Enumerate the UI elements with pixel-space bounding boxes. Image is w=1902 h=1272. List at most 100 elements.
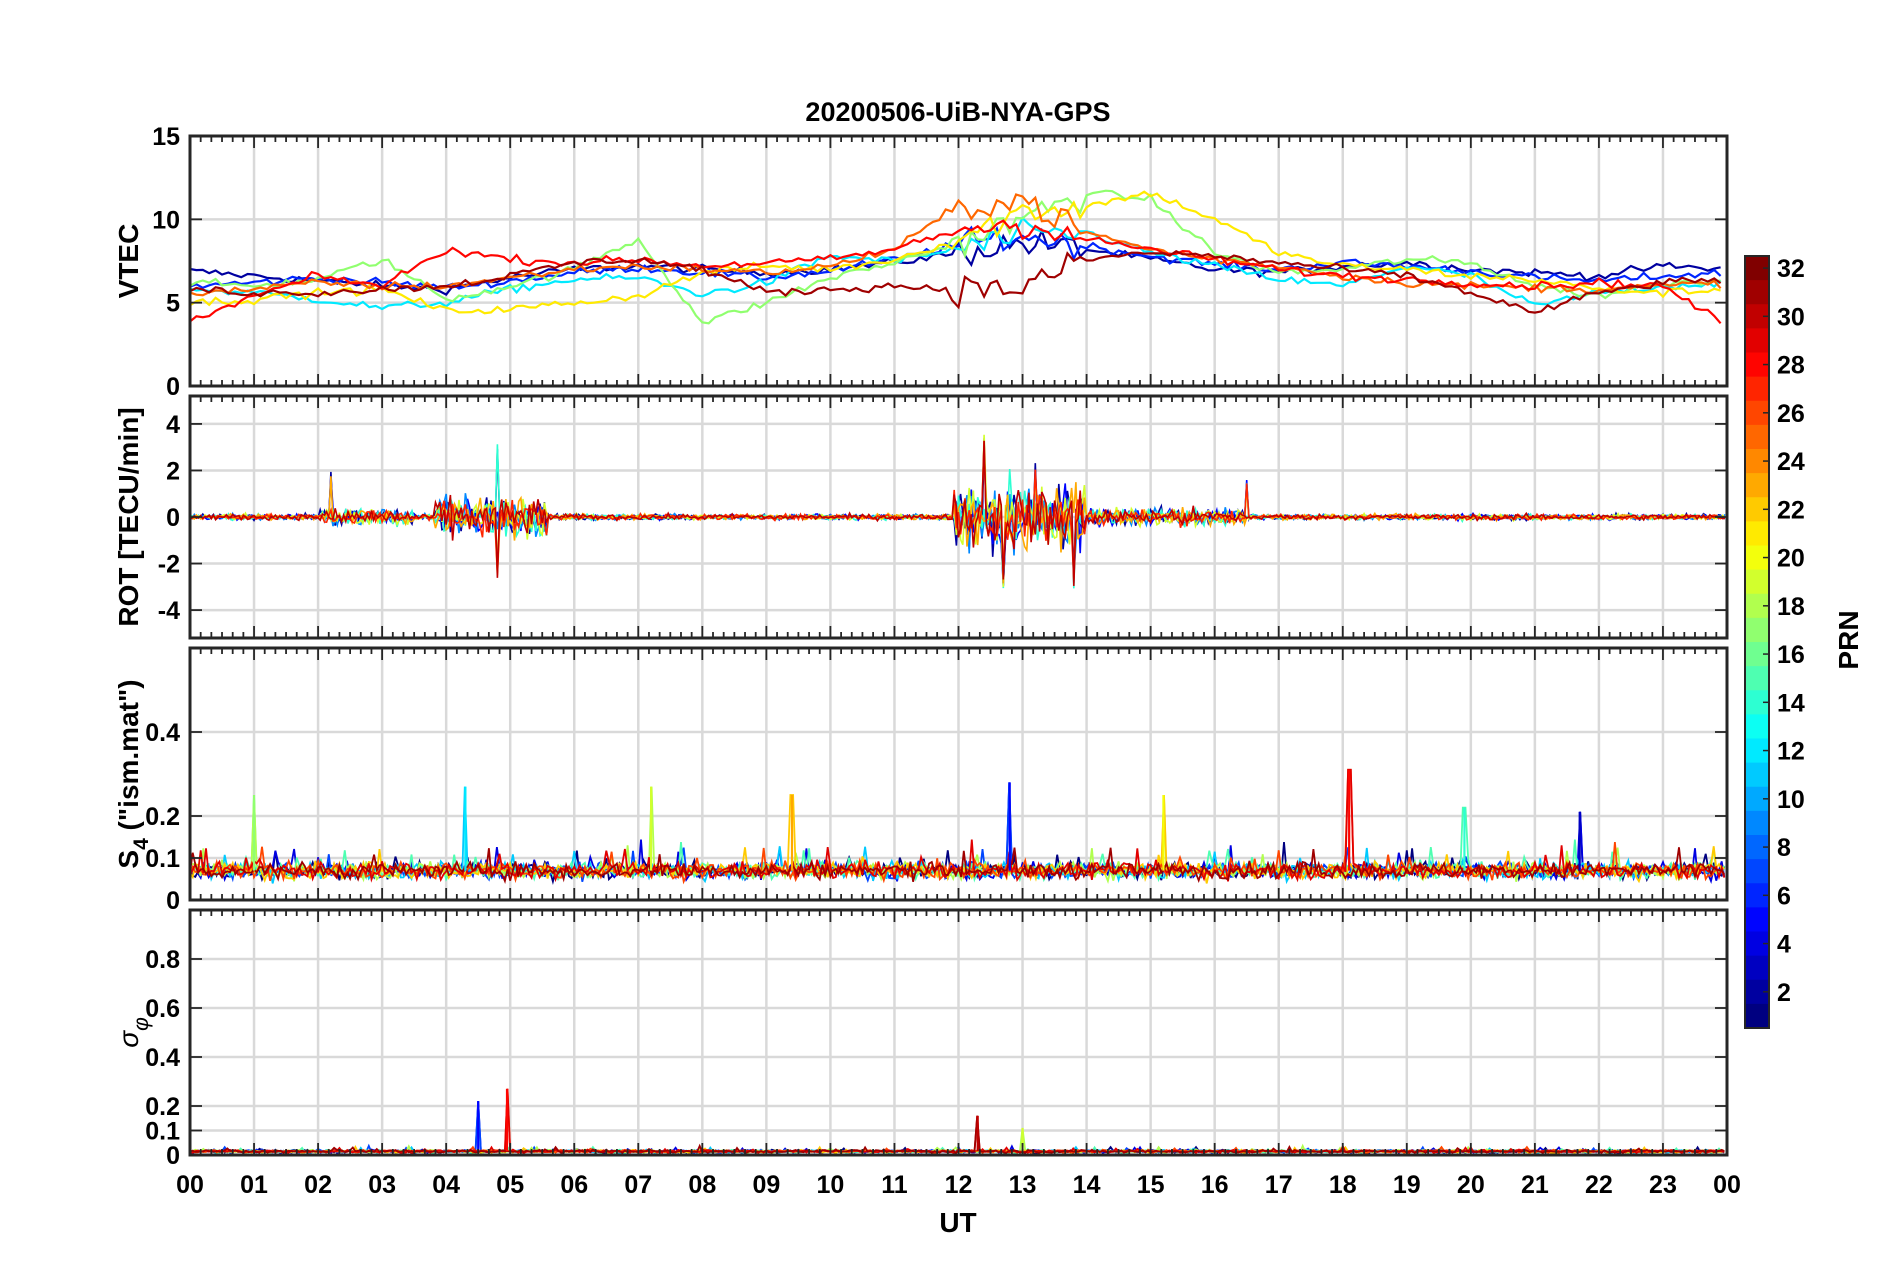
x-tick-label: 02 bbox=[304, 1171, 332, 1199]
vtec-series-prn-17 bbox=[190, 189, 1721, 325]
x-tick-label: 01 bbox=[240, 1171, 268, 1199]
colorbar-tick-label: 30 bbox=[1777, 303, 1805, 331]
y-axis-label-rot: ROT [TECU/min] bbox=[113, 407, 144, 626]
colorbar-tick-label: 2 bbox=[1777, 979, 1791, 1007]
y-tick-label: 2 bbox=[166, 457, 180, 485]
colorbar-tick-label: 20 bbox=[1777, 545, 1805, 573]
colorbar-segment bbox=[1745, 714, 1769, 739]
x-tick-label: 17 bbox=[1265, 1171, 1293, 1199]
colorbar-segment bbox=[1745, 280, 1769, 305]
y-tick-label: 0.1 bbox=[145, 845, 180, 873]
y-tick-label: 5 bbox=[166, 290, 180, 318]
sigma_phi-series-prn-4 bbox=[190, 1101, 1725, 1155]
colorbar-frame bbox=[1744, 255, 1770, 1029]
x-tick-label: 07 bbox=[624, 1171, 652, 1199]
colorbar-segment bbox=[1745, 473, 1769, 498]
colorbar-tick-label: 18 bbox=[1777, 593, 1805, 621]
y-tick-label: -2 bbox=[158, 551, 180, 579]
colorbar-segment bbox=[1745, 1003, 1769, 1029]
x-tick-label: 10 bbox=[817, 1171, 845, 1199]
y-tick-label: 0.4 bbox=[145, 719, 180, 747]
colorbar-segment bbox=[1745, 762, 1769, 788]
x-axis-label: UT bbox=[939, 1207, 976, 1238]
y-tick-label: 0 bbox=[166, 1142, 180, 1170]
colorbar-tick-label: 12 bbox=[1777, 738, 1805, 766]
sigma_phi-series-prn-26 bbox=[190, 1088, 1725, 1155]
vtec-series-prn-25 bbox=[190, 193, 1722, 297]
panel-sigma_phi: 00.10.2 0.4 0.6 0.8 σφ bbox=[113, 908, 1729, 1170]
colorbar-label: PRN bbox=[1833, 610, 1864, 669]
y-axis-label-s4: S4 ("ism.mat") bbox=[113, 679, 153, 868]
x-tick-label: 11 bbox=[881, 1171, 908, 1199]
chart-title: 20200506-UiB-NYA-GPS bbox=[805, 97, 1110, 127]
x-tick-label: 15 bbox=[1137, 1171, 1165, 1199]
colorbar-tick-label: 10 bbox=[1777, 786, 1805, 814]
x-tick-label: 23 bbox=[1649, 1171, 1677, 1199]
x-tick-label: 08 bbox=[688, 1171, 716, 1199]
x-tick-label: 18 bbox=[1329, 1171, 1357, 1199]
s4-series-prn-15 bbox=[190, 794, 1726, 883]
colorbar-tick-label: 28 bbox=[1777, 352, 1805, 380]
y-tick-label: 4 bbox=[166, 411, 180, 439]
x-tick-label: 19 bbox=[1393, 1171, 1421, 1199]
x-tick-label: 05 bbox=[496, 1171, 524, 1199]
x-tick-label: 16 bbox=[1201, 1171, 1229, 1199]
y-tick-label: 0 bbox=[166, 373, 180, 401]
colorbar-tick-label: 4 bbox=[1777, 931, 1791, 959]
x-tick-label: 04 bbox=[432, 1171, 460, 1199]
x-tick-label: 20 bbox=[1457, 1171, 1485, 1199]
y-tick-label: 0 bbox=[166, 504, 180, 532]
x-tick-label: 14 bbox=[1073, 1171, 1101, 1199]
x-tick-label: 21 bbox=[1521, 1171, 1549, 1199]
panel-s4: 0 0.1 0.2 0.4S4 ("ism.mat") bbox=[113, 646, 1729, 915]
y-tick-label: 0.6 bbox=[145, 995, 180, 1023]
vtec-series-prn-31 bbox=[190, 250, 1722, 314]
colorbar-segment bbox=[1745, 859, 1769, 884]
colorbar-segment bbox=[1745, 907, 1769, 932]
colorbar-segment bbox=[1745, 376, 1769, 402]
x-axis: 00 01 02 03 04 05 06 07 08 09 10 11 12 13 14 15 16 17 18 19… bbox=[176, 1171, 1741, 1199]
series-sigma_phi bbox=[190, 1088, 1725, 1155]
colorbar-segment bbox=[1745, 955, 1769, 981]
panel-rot: -4 -2 0 2 4 ROT [TECU/min] bbox=[113, 394, 1729, 640]
y-tick-label: 0.2 bbox=[145, 1093, 180, 1121]
y-tick-label: 0 bbox=[166, 887, 180, 915]
y-tick-label: 0.1 bbox=[145, 1118, 180, 1146]
y-tick-label: 0.2 bbox=[145, 803, 180, 831]
vtec-series-prn-21 bbox=[190, 190, 1721, 315]
y-tick-label: 0.8 bbox=[145, 946, 180, 974]
colorbar-tick-label: 22 bbox=[1777, 496, 1805, 524]
panel-vtec: 0 5 10 15 VTEC bbox=[113, 123, 1729, 401]
colorbar-segment bbox=[1745, 328, 1769, 353]
series-rot bbox=[190, 434, 1726, 589]
y-axis-label-sigma_phi: σφ bbox=[113, 1017, 153, 1048]
y-tick-label: 10 bbox=[152, 206, 180, 234]
colorbar-segment bbox=[1745, 617, 1769, 643]
sigma_phi-series-prn-29 bbox=[190, 1088, 1725, 1155]
x-tick-label: 00 bbox=[1713, 1171, 1741, 1199]
colorbar-segment bbox=[1745, 424, 1769, 450]
series-s4 bbox=[190, 768, 1726, 885]
x-tick-label: 22 bbox=[1585, 1171, 1613, 1199]
colorbar-segment bbox=[1745, 666, 1769, 691]
sigma_phi-series-prn-7 bbox=[190, 1101, 1725, 1155]
rot-series-prn-30 bbox=[190, 440, 1726, 587]
x-tick-label: 06 bbox=[560, 1171, 588, 1199]
x-tick-label: 13 bbox=[1009, 1171, 1037, 1199]
colorbar-tick-label: 8 bbox=[1777, 834, 1791, 862]
y-tick-label: 15 bbox=[152, 123, 180, 151]
s4-series-prn-31 bbox=[190, 847, 1726, 884]
vtec-series-prn-28 bbox=[190, 219, 1722, 325]
colorbar-segment bbox=[1745, 521, 1769, 546]
x-tick-label: 00 bbox=[176, 1171, 204, 1199]
y-tick-label: -4 bbox=[158, 597, 180, 625]
colorbar-tick-label: 32 bbox=[1777, 255, 1805, 283]
colorbar-tick-label: 16 bbox=[1777, 641, 1805, 669]
series-vtec bbox=[190, 189, 1722, 325]
x-tick-label: 12 bbox=[945, 1171, 973, 1199]
y-tick-label: 0.4 bbox=[145, 1044, 180, 1072]
y-axis-label-vtec: VTEC bbox=[113, 224, 144, 299]
